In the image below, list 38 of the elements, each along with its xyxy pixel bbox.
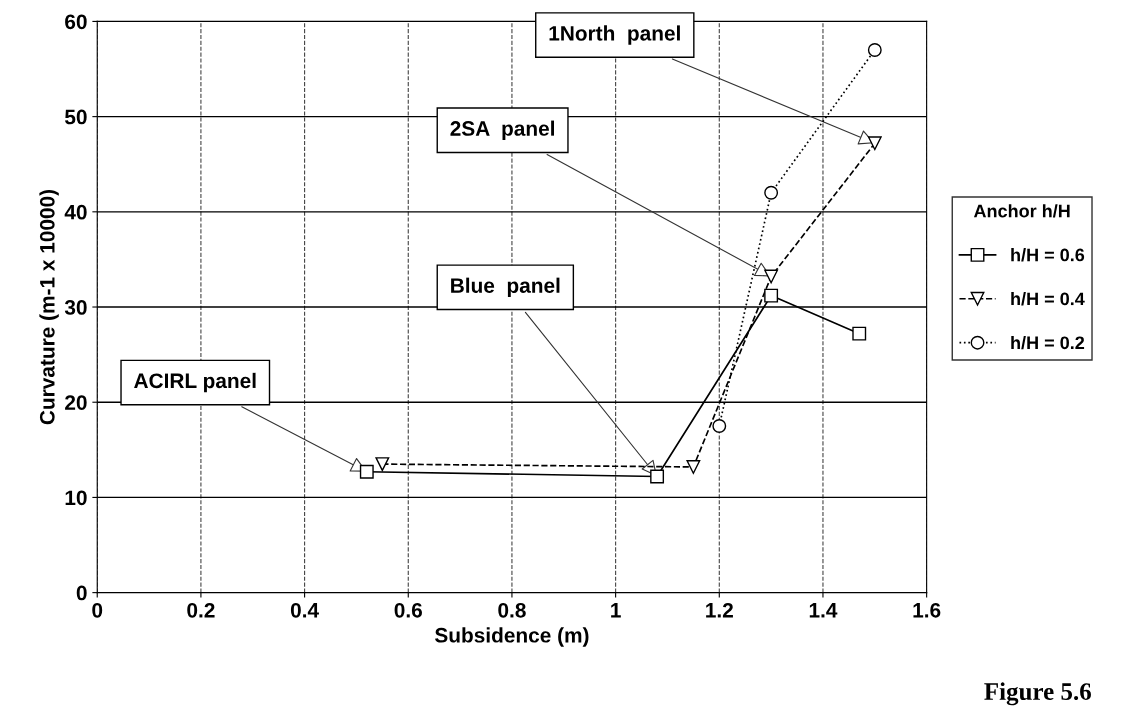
point xyxy=(650,469,665,484)
legend-label: h/H = 0.2 xyxy=(1011,335,1085,350)
point xyxy=(686,460,701,474)
legend-label: h/H = 0.4 xyxy=(1011,292,1085,306)
caption: Figure 5.6 xyxy=(984,682,1091,706)
annotation: 1North panel xyxy=(549,25,680,45)
point xyxy=(359,464,374,479)
y-tick-label: 30 xyxy=(64,300,87,315)
point xyxy=(764,288,779,303)
y-tick-label: 60 xyxy=(65,14,87,30)
x-tick-label: 0 xyxy=(92,602,103,618)
legend-title: Anchor h/H xyxy=(973,204,1070,218)
x-tick-label: 1 xyxy=(611,603,621,618)
y-tick-label: 50 xyxy=(64,109,87,125)
x-tick-label: 1.4 xyxy=(809,603,838,618)
point xyxy=(375,457,390,472)
x-tick-label: 0.4 xyxy=(290,602,319,618)
x-tick-label: 1.6 xyxy=(913,602,941,618)
point xyxy=(764,269,779,284)
y-tick-label: 20 xyxy=(65,395,87,410)
legend-label: h/H = 0.6 xyxy=(1011,248,1085,262)
x-tick-label: 0.6 xyxy=(394,602,422,618)
annotation: Blue panel xyxy=(451,277,560,298)
point xyxy=(867,43,882,57)
y-tick-label: 10 xyxy=(65,490,87,506)
x-tick-label: 0.2 xyxy=(187,602,215,618)
y-axis-title: Curvature (m-1 x 10000) xyxy=(39,189,59,425)
y-tick-label: 40 xyxy=(64,204,87,220)
x-tick-label: 1.2 xyxy=(706,602,733,618)
annotation: 2SA panel xyxy=(450,120,554,140)
x-tick-label: 0.8 xyxy=(498,602,526,618)
annotation: ACIRL panel xyxy=(134,372,256,393)
point xyxy=(712,419,727,433)
x-axis-title: Subsidence (m) xyxy=(434,627,589,647)
y-tick-label: 0 xyxy=(76,585,87,601)
point xyxy=(852,326,867,341)
point xyxy=(764,185,779,200)
point xyxy=(867,136,882,151)
